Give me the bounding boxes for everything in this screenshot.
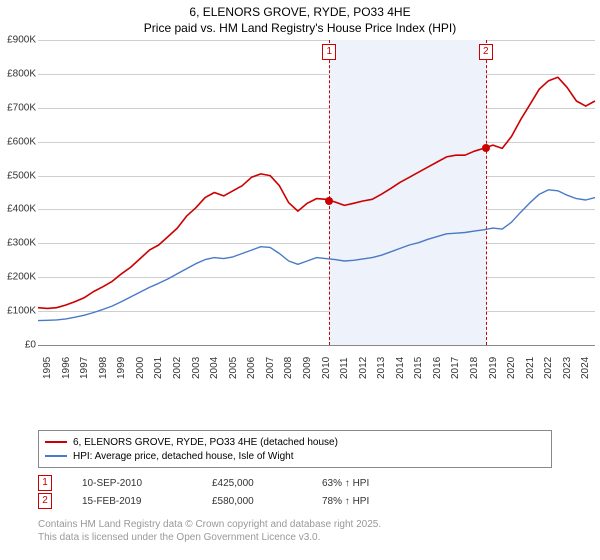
sale-pct-vs-hpi: 78% ↑ HPI: [322, 496, 369, 507]
x-tick-label: 2023: [562, 357, 573, 379]
x-tick-label: 2004: [209, 357, 220, 379]
x-tick-label: 2005: [228, 357, 239, 379]
legend-row: 6, ELENORS GROVE, RYDE, PO33 4HE (detach…: [45, 435, 545, 449]
x-tick-label: 2009: [302, 357, 313, 379]
x-tick-label: 2014: [395, 357, 406, 379]
x-tick-label: 1995: [42, 357, 53, 379]
x-tick-label: 1998: [98, 357, 109, 379]
x-tick-label: 1999: [116, 357, 127, 379]
x-tick-label: 2024: [580, 357, 591, 379]
y-tick-label: £700K: [0, 102, 36, 113]
title-line-1: 6, ELENORS GROVE, RYDE, PO33 4HE: [0, 4, 600, 20]
x-tick-label: 2007: [265, 357, 276, 379]
y-tick-label: £600K: [0, 136, 36, 147]
sale-marker-number: 1: [38, 475, 52, 491]
x-tick-label: 2012: [358, 357, 369, 379]
x-tick-label: 2002: [172, 357, 183, 379]
title-line-2: Price paid vs. HM Land Registry's House …: [0, 20, 600, 36]
sale-marker-number: 2: [479, 44, 493, 60]
x-tick-label: 1996: [61, 357, 72, 379]
y-tick-label: £0: [0, 340, 36, 351]
sale-price: £425,000: [212, 478, 322, 489]
y-tick-label: £800K: [0, 68, 36, 79]
footnote-line-1: Contains HM Land Registry data © Crown c…: [38, 518, 381, 531]
x-tick-label: 2020: [506, 357, 517, 379]
y-tick-label: £200K: [0, 272, 36, 283]
sale-marker-number: 1: [322, 44, 336, 60]
series-line: [38, 77, 595, 308]
x-tick-label: 2022: [543, 357, 554, 379]
series-svg: [38, 40, 595, 345]
title-block: 6, ELENORS GROVE, RYDE, PO33 4HE Price p…: [0, 0, 600, 36]
y-tick-label: £900K: [0, 35, 36, 46]
plot-area: 12: [38, 40, 595, 346]
sale-marker-dot: [325, 197, 333, 205]
sale-price: £580,000: [212, 496, 322, 507]
legend: 6, ELENORS GROVE, RYDE, PO33 4HE (detach…: [38, 430, 552, 468]
sale-marker-dot: [482, 144, 490, 152]
x-tick-label: 2006: [246, 357, 257, 379]
legend-swatch: [45, 441, 67, 443]
y-tick-label: £100K: [0, 306, 36, 317]
x-tick-label: 2019: [488, 357, 499, 379]
legend-row: HPI: Average price, detached house, Isle…: [45, 449, 545, 463]
x-tick-label: 2011: [339, 357, 350, 379]
footnote-line-2: This data is licensed under the Open Gov…: [38, 531, 381, 544]
x-tick-label: 2003: [191, 357, 202, 379]
sale-date: 15-FEB-2019: [82, 496, 212, 507]
x-tick-label: 2010: [321, 357, 332, 379]
x-tick-label: 2015: [413, 357, 424, 379]
x-tick-label: 2018: [469, 357, 480, 379]
x-tick-label: 2008: [283, 357, 294, 379]
x-tick-label: 2021: [525, 357, 536, 379]
y-tick-label: £500K: [0, 170, 36, 181]
x-tick-label: 2000: [135, 357, 146, 379]
y-tick-label: £300K: [0, 238, 36, 249]
figure: 6, ELENORS GROVE, RYDE, PO33 4HE Price p…: [0, 0, 600, 560]
footnote: Contains HM Land Registry data © Crown c…: [38, 518, 381, 544]
sale-row: 1 10-SEP-2010 £425,000 63% ↑ HPI: [38, 474, 369, 492]
x-tick-label: 2001: [153, 357, 164, 379]
sale-row: 2 15-FEB-2019 £580,000 78% ↑ HPI: [38, 492, 369, 510]
x-tick-label: 2013: [376, 357, 387, 379]
sale-pct-vs-hpi: 63% ↑ HPI: [322, 478, 369, 489]
y-tick-label: £400K: [0, 204, 36, 215]
legend-label: HPI: Average price, detached house, Isle…: [73, 451, 294, 462]
x-tick-label: 2017: [450, 357, 461, 379]
x-tick-label: 1997: [79, 357, 90, 379]
sale-marker-number: 2: [38, 493, 52, 509]
series-line: [38, 190, 595, 321]
sales-table: 1 10-SEP-2010 £425,000 63% ↑ HPI 2 15-FE…: [38, 474, 369, 510]
sale-date: 10-SEP-2010: [82, 478, 212, 489]
x-tick-label: 2016: [432, 357, 443, 379]
chart: £0 £100K £200K £300K £400K £500K £600K £700K £80…: [0, 40, 600, 390]
legend-swatch: [45, 455, 67, 457]
legend-label: 6, ELENORS GROVE, RYDE, PO33 4HE (detach…: [73, 437, 338, 448]
